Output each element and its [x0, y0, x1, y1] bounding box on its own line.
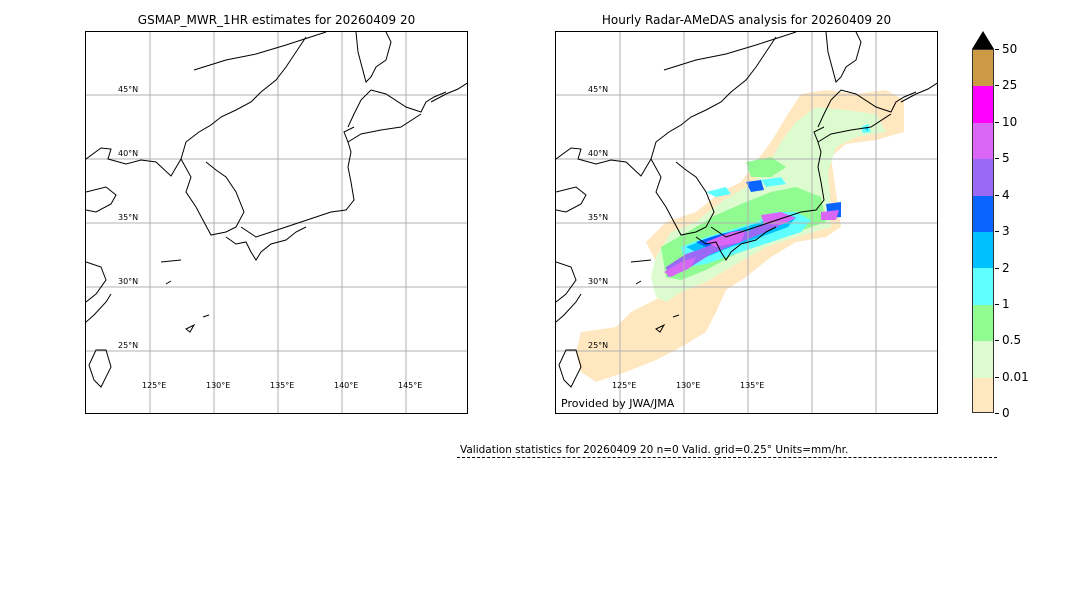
colorbar-seg-2-3: [973, 232, 993, 269]
left-lat-label-45: 45°N: [118, 85, 139, 94]
colorbar-seg-0-0.01: [973, 377, 993, 412]
colorbar-tick-0.5: 0.5: [995, 334, 1021, 346]
colorbar-seg-1-2: [973, 268, 993, 305]
left-lon-label-125: 125°E: [142, 381, 167, 390]
right-lat-label-25: 25°N: [588, 341, 609, 350]
right-map-canvas: [556, 32, 937, 413]
colorbar-tick-5: 5: [995, 152, 1010, 164]
validation-divider: [457, 457, 997, 458]
colorbar-tick-50: 50: [995, 43, 1017, 55]
colorbar-seg-0.5-1: [973, 304, 993, 342]
colorbar-tick-0.01: 0.01: [995, 371, 1029, 383]
colorbar-seg-3-4: [973, 195, 993, 232]
left-lon-label-140: 140°E: [334, 381, 359, 390]
right-map-title: Hourly Radar-AMeDAS analysis for 2026040…: [601, 13, 892, 27]
right-map-radar-amedas: [555, 31, 938, 414]
colorbar-tick-10: 10: [995, 116, 1017, 128]
colorbar-tick-25: 25: [995, 79, 1017, 91]
colorbar-seg-4-5: [973, 159, 993, 196]
colorbar-seg-10-25: [973, 86, 993, 123]
colorbar-seg-0.01-0.5: [973, 341, 993, 378]
colorbar-seg-5-10: [973, 122, 993, 160]
right-lon-label-135: 135°E: [740, 381, 765, 390]
colorbar-tick-0: 0: [995, 407, 1010, 419]
colorbar-tick-4: 4: [995, 189, 1010, 201]
precipitation-field: [576, 90, 904, 382]
colorbar: [972, 49, 994, 413]
left-lon-label-135: 135°E: [270, 381, 295, 390]
left-lon-label-130: 130°E: [206, 381, 231, 390]
colorbar-tick-1: 1: [995, 298, 1010, 310]
left-lat-label-35: 35°N: [118, 213, 139, 222]
right-lat-label-35: 35°N: [588, 213, 609, 222]
colorbar-tick-3: 3: [995, 225, 1010, 237]
validation-statistics: Validation statistics for 20260409 20 n=…: [460, 444, 849, 456]
right-lon-label-125: 125°E: [612, 381, 637, 390]
left-lon-label-145: 145°E: [398, 381, 423, 390]
colorbar-seg-25-50: [973, 50, 993, 87]
left-lat-label-30: 30°N: [118, 277, 139, 286]
right-lon-label-130: 130°E: [676, 381, 701, 390]
left-lat-label-40: 40°N: [118, 149, 139, 158]
coastlines: [556, 32, 937, 388]
colorbar-tick-2: 2: [995, 262, 1010, 274]
right-lat-label-30: 30°N: [588, 277, 609, 286]
data-credit: Provided by JWA/JMA: [561, 397, 675, 410]
right-lat-label-40: 40°N: [588, 149, 609, 158]
left-map-title: GSMAP_MWR_1HR estimates for 20260409 20: [137, 13, 416, 27]
right-lat-label-45: 45°N: [588, 85, 609, 94]
left-map-canvas: [86, 32, 467, 413]
colorbar-extend-arrow: [972, 31, 994, 49]
coastlines: [86, 32, 467, 388]
left-map-gsmap: [85, 31, 468, 414]
left-lat-label-25: 25°N: [118, 341, 139, 350]
